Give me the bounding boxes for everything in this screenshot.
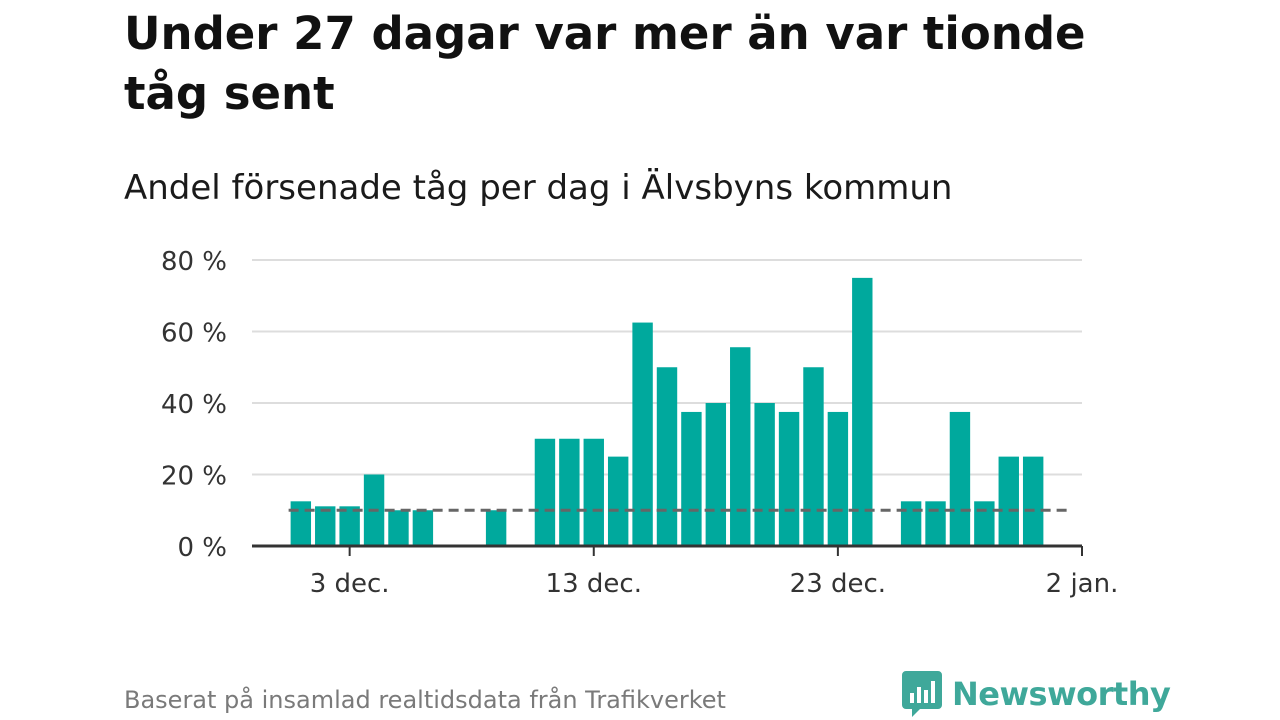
brand-name: Newsworthy <box>952 675 1171 713</box>
bar <box>534 438 556 546</box>
y-tick-label: 80 % <box>161 247 227 277</box>
bar <box>559 438 580 546</box>
bar <box>974 501 995 546</box>
bar <box>656 367 678 546</box>
bar <box>315 506 336 546</box>
bar <box>900 501 922 546</box>
bar <box>412 510 434 546</box>
y-tick-label: 40 % <box>161 390 227 420</box>
y-tick-label: 0 % <box>177 533 227 563</box>
bar <box>681 411 702 546</box>
bar <box>705 403 727 546</box>
bar <box>778 411 800 546</box>
newsworthy-logo-icon <box>902 671 942 717</box>
bar <box>388 510 409 546</box>
bar <box>485 510 507 546</box>
x-tick-label: 3 dec. <box>310 569 390 599</box>
y-tick-label: 20 % <box>161 462 227 492</box>
bar <box>632 322 653 546</box>
bars <box>290 277 1044 546</box>
bar <box>949 411 971 546</box>
source-note: Baserat på insamlad realtidsdata från Tr… <box>124 686 726 714</box>
x-axis-ticks: 3 dec. 13 dec. 23 dec. 2 jan. <box>310 546 1119 599</box>
bar <box>803 367 824 546</box>
newsworthy-logo: Newsworthy <box>902 670 1171 718</box>
bar <box>754 403 775 546</box>
bar <box>583 438 604 546</box>
bar <box>925 501 946 546</box>
y-axis-ticks: 0 % 20 % 40 % 60 % 80 % <box>161 247 227 563</box>
x-tick-label: 2 jan. <box>1046 569 1119 599</box>
bar <box>827 411 849 546</box>
bar <box>607 456 629 546</box>
bar <box>852 277 873 546</box>
gridlines <box>252 259 1082 476</box>
x-tick-label: 13 dec. <box>546 569 642 599</box>
bar <box>730 347 751 546</box>
bar <box>998 456 1019 546</box>
chart-title: Under 27 dagar var mer än var tionde tåg… <box>124 7 1086 120</box>
bar <box>290 501 312 546</box>
chart-subtitle: Andel försenade tåg per dag i Älvsbyns k… <box>124 168 953 208</box>
bar <box>1022 456 1044 546</box>
x-tick-label: 23 dec. <box>790 569 886 599</box>
y-tick-label: 60 % <box>161 319 227 349</box>
bar <box>339 506 360 546</box>
